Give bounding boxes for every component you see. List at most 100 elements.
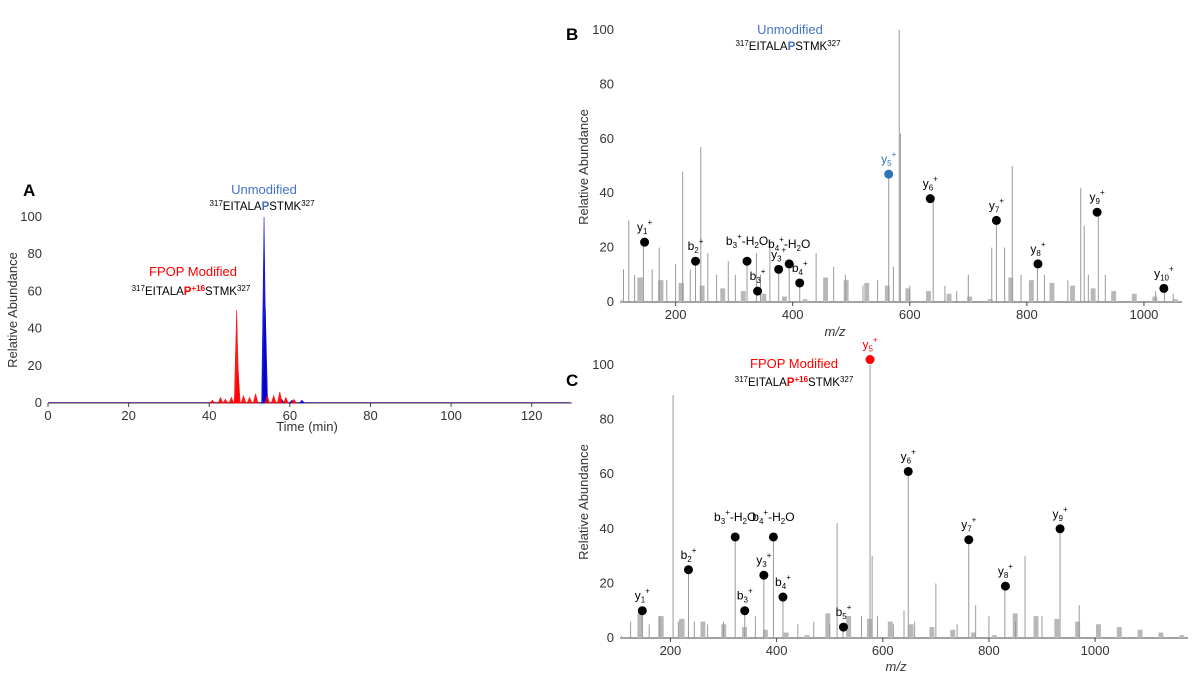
y-tick-label: 100 — [20, 209, 42, 224]
peptide-residue: P — [262, 201, 270, 213]
peptide-seq-part1: EITALA — [145, 286, 184, 298]
x-tick-label: 20 — [121, 408, 135, 423]
x-tick-label: 100 — [440, 408, 462, 423]
x-tick-label: 0 — [44, 408, 51, 423]
peptide-start-index: 317 — [132, 284, 146, 293]
x-tick-label: 600 — [899, 307, 921, 322]
modified-peak — [209, 399, 216, 404]
panel-c-spectrum: C FPOP Modified 317EITALAP+16STMK327 Rel… — [566, 336, 1188, 674]
peptide-modification: +16 — [794, 375, 808, 384]
x-tick-label: 1000 — [1081, 643, 1110, 658]
ion-marker — [778, 592, 788, 602]
peptide-end-index: 327 — [237, 284, 251, 293]
ion-marker — [795, 278, 805, 288]
panel-a-modified-title: FPOP Modified — [149, 264, 237, 279]
x-tick-label: 800 — [978, 643, 1000, 658]
unmodified-peak — [298, 399, 305, 404]
x-tick-label: 120 — [521, 408, 543, 423]
modified-peak — [217, 396, 224, 404]
y-tick-label: 20 — [28, 358, 42, 373]
ion-label: b2+ — [681, 546, 697, 564]
y-tick-label: 100 — [592, 357, 614, 372]
panel-label-c: C — [566, 371, 578, 390]
x-tick-label: 200 — [665, 307, 687, 322]
ion-marker — [742, 256, 752, 266]
ion-marker — [1055, 524, 1065, 534]
ion-label: y6+ — [901, 447, 916, 465]
peptide-start-index: 317 — [209, 199, 223, 208]
panel-a-plot-area: 0 20 40 60 80 100 120 0 20 40 60 80 100 — [20, 209, 572, 423]
panel-b-plot-area: 200 400 600 800 1000 0 20 40 60 80 100 y1+ b2+ b3+-H2… — [592, 22, 1182, 322]
y-tick-label: 80 — [600, 412, 614, 427]
ion-label: y3+ — [771, 245, 786, 263]
ion-marker — [740, 606, 750, 616]
peptide-end-index: 327 — [827, 39, 841, 48]
ion-marker — [759, 570, 769, 580]
panel-a-x-axis-label: Time (min) — [276, 419, 338, 434]
ion-label: y3+ — [756, 551, 771, 569]
modified-peak — [222, 398, 229, 404]
ion-marker — [784, 259, 794, 269]
x-tick-label: 400 — [782, 307, 804, 322]
ion-label: b4+ — [792, 259, 808, 277]
ion-label: y10+ — [1154, 264, 1174, 282]
panel-a-modified-peptide: 317EITALAP+16STMK327 — [132, 284, 251, 298]
peptide-residue: P — [788, 41, 796, 53]
y-tick-label: 40 — [600, 185, 614, 200]
y-tick-label: 0 — [607, 294, 614, 309]
panel-c-x-axis-label: m/z — [886, 659, 907, 674]
ion-marker — [865, 355, 875, 365]
x-tick-label: 400 — [766, 643, 788, 658]
panel-c-title: FPOP Modified — [750, 356, 838, 371]
ion-marker — [903, 466, 913, 476]
ion-marker — [1000, 581, 1010, 591]
ion-label: y9+ — [1090, 188, 1105, 206]
peptide-end-index: 327 — [840, 375, 854, 384]
ion-label: b4+-H2O — [768, 235, 810, 253]
ion-label: b4+-H2O — [752, 508, 794, 526]
peptide-start-index: 317 — [735, 39, 749, 48]
ion-label: y1+ — [635, 587, 650, 605]
ion-label: y5+ — [862, 336, 877, 354]
y-tick-label: 100 — [592, 22, 614, 37]
ion-marker — [774, 264, 784, 274]
panel-b-y-axis-label: Relative Abundance — [576, 109, 591, 225]
x-tick-label: 600 — [872, 643, 894, 658]
ion-label: y7+ — [961, 516, 976, 534]
ion-marker — [884, 169, 894, 179]
y-tick-label: 40 — [28, 321, 42, 336]
modified-peak — [252, 393, 259, 404]
panel-a-y-axis-label: Relative Abundance — [5, 252, 20, 368]
ion-marker — [768, 532, 778, 542]
peptide-seq-part1: EITALA — [749, 41, 788, 53]
ion-label: b3+-H2O — [714, 508, 756, 526]
ion-marker — [753, 286, 763, 296]
modified-peak — [246, 396, 253, 404]
peptide-seq-part2: STMK — [269, 201, 301, 213]
x-tick-label: 80 — [363, 408, 377, 423]
peptide-seq-part1: EITALA — [223, 201, 262, 213]
ion-marker — [991, 215, 1001, 225]
y-tick-label: 0 — [35, 395, 42, 410]
x-tick-label: 800 — [1016, 307, 1038, 322]
ion-label: b5+ — [836, 603, 852, 621]
panel-b-title: Unmodified — [757, 22, 823, 37]
x-tick-label: 40 — [202, 408, 216, 423]
peptide-residue: P — [184, 286, 192, 298]
ion-label: y5+ — [881, 150, 896, 168]
panel-a-unmodified-title: Unmodified — [231, 182, 297, 197]
ion-label: y1+ — [637, 218, 652, 236]
peptide-residue: P — [787, 377, 795, 389]
ion-marker — [1159, 283, 1169, 293]
ion-marker — [838, 622, 848, 632]
panel-c-peptide: 317EITALAP+16STMK327 — [735, 375, 854, 389]
y-tick-label: 20 — [600, 240, 614, 255]
modified-peak — [235, 365, 241, 404]
ion-label: b2+ — [688, 237, 704, 255]
modified-peak — [240, 394, 247, 404]
ion-label: b3+ — [737, 587, 753, 605]
modified-peak — [228, 396, 235, 404]
peptide-seq-part2: STMK — [808, 377, 840, 389]
ion-marker — [637, 606, 647, 616]
